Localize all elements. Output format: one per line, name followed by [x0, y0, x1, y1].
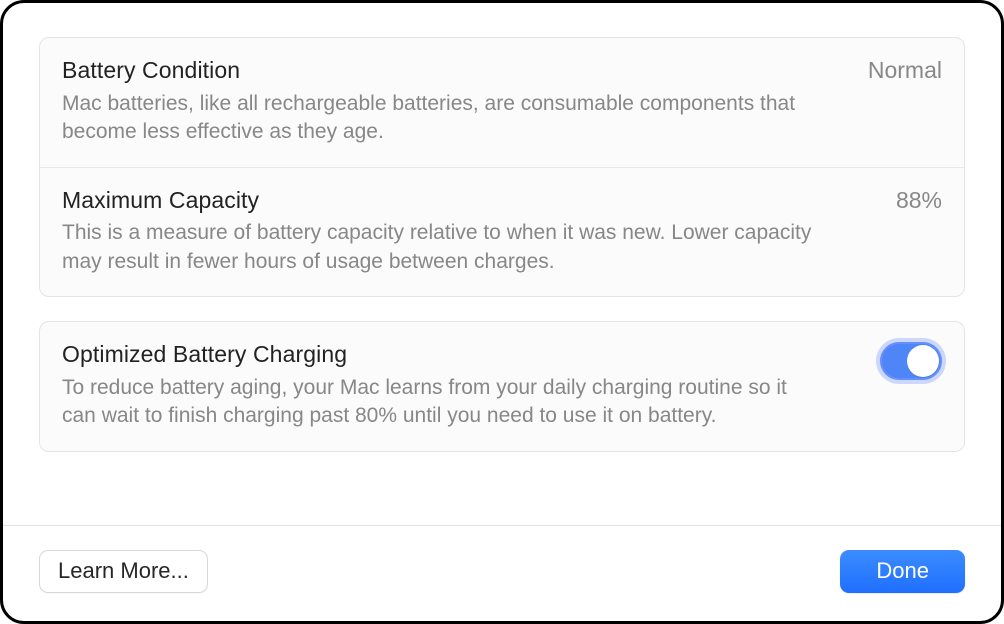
maximum-capacity-description: This is a measure of battery capacity re… — [62, 219, 822, 276]
content-area: Battery Condition Mac batteries, like al… — [3, 3, 1001, 485]
optimized-charging-toggle[interactable] — [880, 342, 942, 380]
maximum-capacity-text: Maximum Capacity This is a measure of ba… — [62, 186, 876, 277]
battery-condition-title: Battery Condition — [62, 56, 848, 86]
optimized-charging-description: To reduce battery aging, your Mac learns… — [62, 374, 822, 431]
maximum-capacity-value: 88% — [896, 186, 942, 214]
battery-health-panel: Battery Condition Mac batteries, like al… — [0, 0, 1004, 624]
footer: Learn More... Done — [3, 526, 1001, 621]
optimized-charging-title: Optimized Battery Charging — [62, 340, 860, 370]
battery-condition-text: Battery Condition Mac batteries, like al… — [62, 56, 848, 147]
learn-more-button[interactable]: Learn More... — [39, 550, 208, 593]
toggle-knob — [907, 345, 939, 377]
battery-condition-value: Normal — [868, 56, 942, 84]
optimized-charging-row: Optimized Battery Charging To reduce bat… — [40, 322, 964, 451]
charging-options-card: Optimized Battery Charging To reduce bat… — [39, 321, 965, 452]
maximum-capacity-row: Maximum Capacity This is a measure of ba… — [40, 167, 964, 297]
optimized-charging-text: Optimized Battery Charging To reduce bat… — [62, 340, 860, 431]
battery-condition-description: Mac batteries, like all rechargeable bat… — [62, 90, 822, 147]
maximum-capacity-title: Maximum Capacity — [62, 186, 876, 216]
done-button[interactable]: Done — [840, 550, 965, 593]
battery-condition-row: Battery Condition Mac batteries, like al… — [40, 38, 964, 167]
battery-status-card: Battery Condition Mac batteries, like al… — [39, 37, 965, 297]
